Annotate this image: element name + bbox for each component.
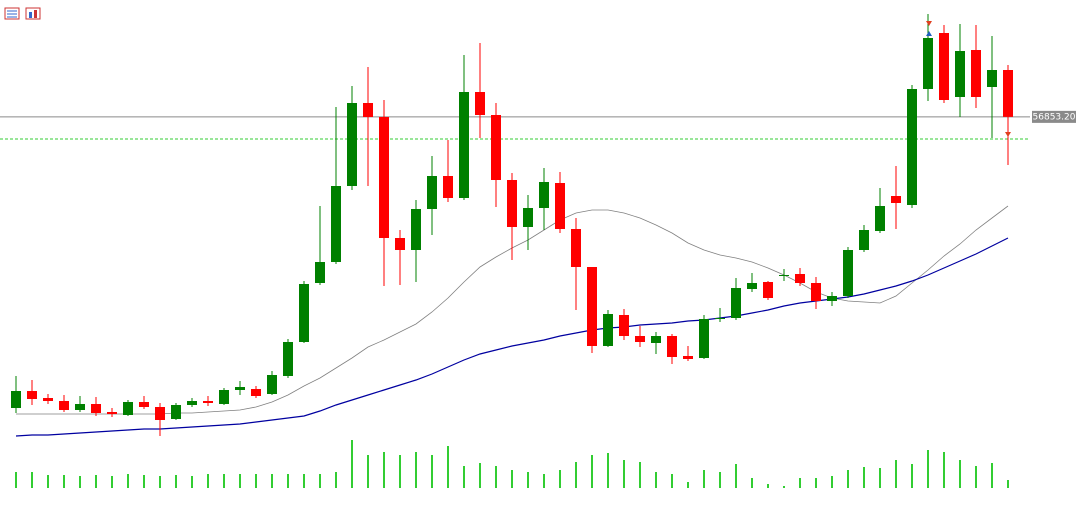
candle-body	[987, 70, 997, 87]
candle-body	[427, 176, 437, 209]
candle-body	[219, 390, 229, 404]
moving-average	[15, 237, 1009, 437]
candle-body	[587, 267, 597, 346]
candle-body	[859, 230, 869, 250]
candle-body	[123, 402, 133, 415]
candle-body	[731, 288, 741, 318]
candle-body	[1003, 70, 1013, 117]
arrow-sell	[1005, 132, 1011, 137]
candle-body	[379, 117, 389, 238]
candle-body	[843, 250, 853, 296]
candle-body	[619, 315, 629, 336]
candle-body	[651, 336, 661, 343]
candle-body	[251, 389, 261, 396]
candle-body	[603, 314, 613, 346]
candle-body	[187, 401, 197, 405]
candle-body	[507, 180, 517, 227]
icon-bar	[34, 10, 37, 18]
candle-body	[75, 404, 85, 410]
candle-body	[667, 336, 677, 357]
candle-body	[875, 206, 885, 231]
candle-body	[203, 401, 213, 403]
candle-body	[891, 196, 901, 203]
candle-body	[331, 186, 341, 262]
candle-body	[523, 208, 533, 227]
candle-body	[491, 115, 501, 180]
candle-body	[107, 412, 117, 414]
candle-body	[155, 407, 165, 420]
candle-body	[955, 51, 965, 97]
candle-body	[395, 238, 405, 250]
candle-body	[475, 92, 485, 115]
candle-body	[795, 274, 805, 283]
candle-body	[43, 398, 53, 401]
candle-body	[347, 103, 357, 186]
price-label: 56853.20	[1033, 112, 1076, 122]
trade-arrows	[926, 21, 1011, 137]
candle-body	[171, 405, 181, 419]
candle-body	[27, 391, 37, 399]
candle-body	[571, 229, 581, 267]
candle-body	[411, 209, 421, 250]
candle-body	[683, 356, 693, 359]
candle-body	[923, 38, 933, 89]
candle-body	[763, 282, 773, 298]
candle-body	[747, 283, 757, 289]
candle-body	[715, 318, 725, 319]
candle-body	[267, 375, 277, 394]
candle-body	[443, 176, 453, 198]
candle-body	[699, 319, 709, 358]
icon-bar	[29, 12, 32, 18]
candle-body	[235, 387, 245, 390]
candle-body	[907, 89, 917, 205]
candle-body	[555, 183, 565, 229]
candle-body	[459, 92, 469, 198]
candle-body	[971, 50, 981, 97]
candle-body	[283, 342, 293, 376]
candle-body	[779, 275, 789, 276]
price-label-box	[1032, 110, 1076, 123]
arrow-sell	[926, 21, 932, 26]
candle-body	[539, 182, 549, 208]
candle-body	[635, 336, 645, 342]
icon-chart[interactable]	[25, 7, 41, 20]
candle-body	[139, 402, 149, 407]
toolbar-icons	[4, 7, 41, 20]
candle-body	[811, 283, 821, 301]
candle-body	[363, 103, 373, 117]
arrow-buy	[926, 31, 932, 36]
candle-body	[11, 391, 21, 408]
candle-body	[315, 262, 325, 283]
candle-body	[59, 401, 69, 410]
candle-body	[939, 33, 949, 100]
candle-body	[827, 296, 837, 301]
candle-body	[91, 404, 101, 413]
candle-body	[299, 284, 309, 342]
